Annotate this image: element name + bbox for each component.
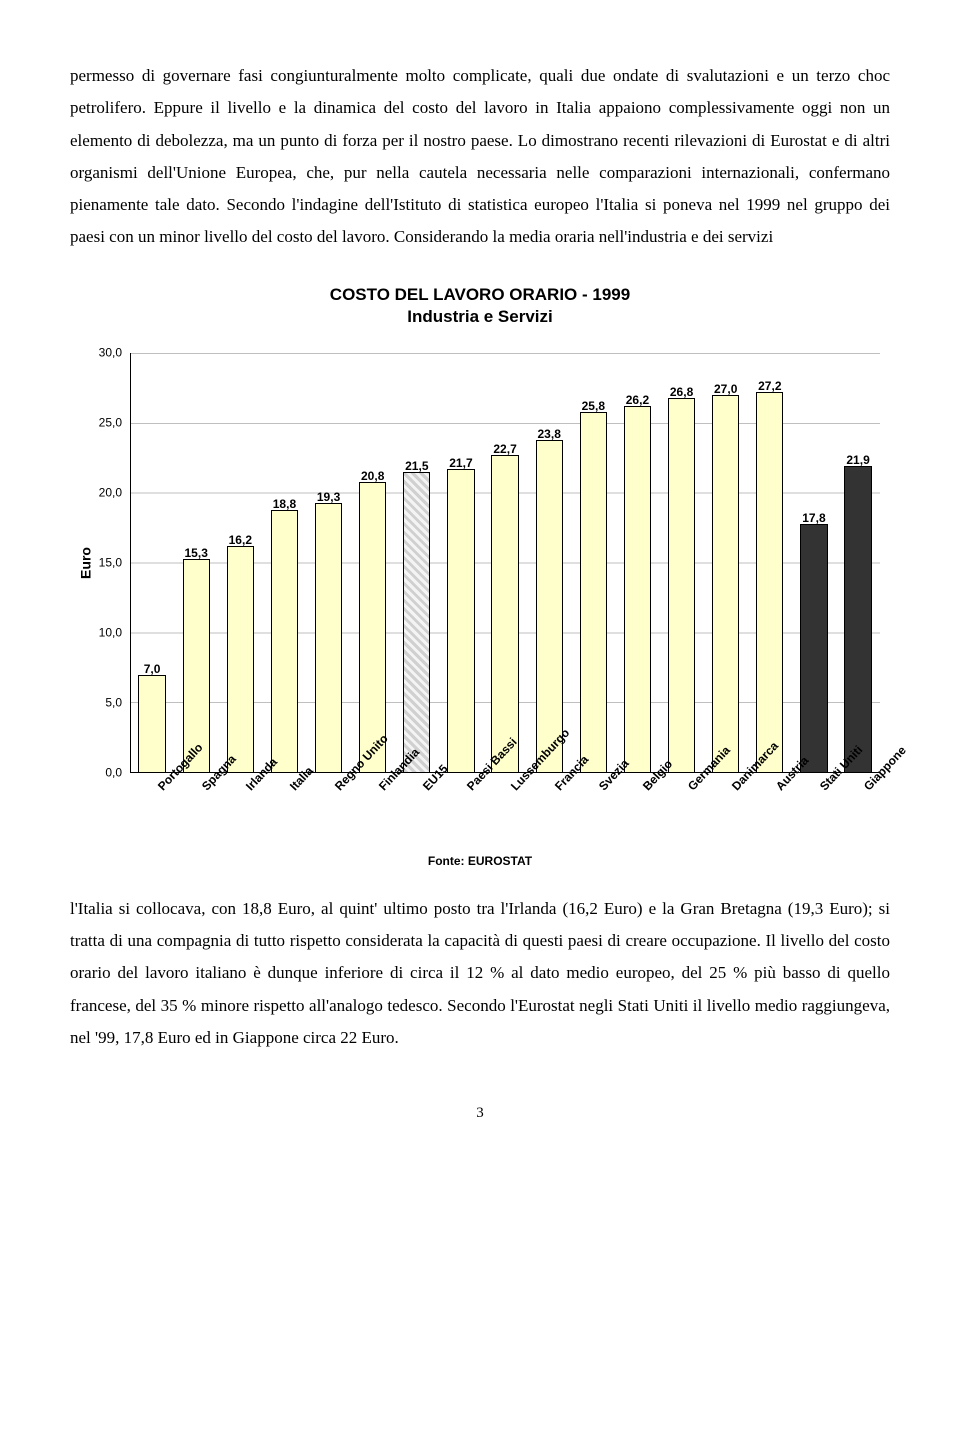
chart-title-line2: Industria e Servizi xyxy=(407,307,553,326)
chart-ytick: 0,0 xyxy=(80,762,122,785)
chart-xlabel: Danimarca xyxy=(704,775,748,855)
bar: 20,8 xyxy=(359,482,386,773)
chart-xlabel: Spagna xyxy=(174,775,218,855)
chart-xlabel: Lussemburgo xyxy=(483,775,527,855)
body-paragraph-bottom: l'Italia si collocava, con 18,8 Euro, al… xyxy=(70,893,890,1054)
bar: 26,8 xyxy=(668,398,695,773)
chart-xlabel: Austria xyxy=(748,775,792,855)
bar-slot: 18,8 xyxy=(262,353,306,773)
bar: 27,0 xyxy=(712,395,739,773)
chart-xlabel: Giappone xyxy=(836,775,880,855)
chart-ytick: 30,0 xyxy=(80,342,122,365)
bar-slot: 7,0 xyxy=(130,353,174,773)
bar-value-label: 21,9 xyxy=(846,449,869,472)
page-number: 3 xyxy=(70,1099,890,1128)
bar: 26,2 xyxy=(624,406,651,773)
chart-plot-area: Euro 7,015,316,218,819,320,821,521,722,7… xyxy=(118,353,880,773)
bar-slot: 27,0 xyxy=(704,353,748,773)
chart-ytick: 25,0 xyxy=(80,412,122,435)
bar-value-label: 7,0 xyxy=(144,658,161,681)
chart-xlabel: Finlandia xyxy=(351,775,395,855)
bar-slot: 21,9 xyxy=(836,353,880,773)
chart-xlabel: Irlanda xyxy=(218,775,262,855)
bar: 25,8 xyxy=(580,412,607,773)
chart-xlabel: Belgio xyxy=(615,775,659,855)
chart-bars: 7,0 15,3 16,2 18,8 19,3 20,8 21,5 21,7 22,7 23,8 2… xyxy=(130,353,880,773)
bar-slot: 23,8 xyxy=(527,353,571,773)
chart-ytick: 15,0 xyxy=(80,552,122,575)
bar-slot: 19,3 xyxy=(307,353,351,773)
bar-value-label: 27,2 xyxy=(758,375,781,398)
chart-xlabel: Svezia xyxy=(571,775,615,855)
bar-value-label: 21,7 xyxy=(449,452,472,475)
bar-value-label: 18,8 xyxy=(273,493,296,516)
bar-slot: 15,3 xyxy=(174,353,218,773)
bar-value-label: 26,8 xyxy=(670,381,693,404)
bar: 27,2 xyxy=(756,392,783,773)
bar-slot: 25,8 xyxy=(571,353,615,773)
chart-xlabel: Regno Unito xyxy=(307,775,351,855)
bar: 7,0 xyxy=(138,675,165,773)
chart-title-line1: COSTO DEL LAVORO ORARIO - 1999 xyxy=(330,285,630,304)
bar-slot: 27,2 xyxy=(748,353,792,773)
bar-slot: 16,2 xyxy=(218,353,262,773)
bar-chart: COSTO DEL LAVORO ORARIO - 1999 Industria… xyxy=(70,284,890,873)
chart-xlabel: Germania xyxy=(660,775,704,855)
chart-xlabel: Italia xyxy=(262,775,306,855)
bar-value-label: 22,7 xyxy=(493,438,516,461)
bar-slot: 21,5 xyxy=(395,353,439,773)
bar-value-label: 17,8 xyxy=(802,507,825,530)
bar-value-label: 27,0 xyxy=(714,378,737,401)
bar-value-label: 20,8 xyxy=(361,465,384,488)
bar-slot: 17,8 xyxy=(792,353,836,773)
chart-ytick: 5,0 xyxy=(80,692,122,715)
chart-ytick: 10,0 xyxy=(80,622,122,645)
bar-value-label: 16,2 xyxy=(229,529,252,552)
bar: 17,8 xyxy=(800,524,827,773)
body-paragraph-top: permesso di governare fasi congiunturalm… xyxy=(70,60,890,254)
chart-title: COSTO DEL LAVORO ORARIO - 1999 Industria… xyxy=(70,284,890,328)
bar: 21,5 xyxy=(403,472,430,773)
bar: 19,3 xyxy=(315,503,342,773)
bar: 18,8 xyxy=(271,510,298,773)
bar-value-label: 15,3 xyxy=(185,542,208,565)
bar-slot: 21,7 xyxy=(439,353,483,773)
bar: 16,2 xyxy=(227,546,254,773)
chart-xlabel: EU15 xyxy=(395,775,439,855)
bar-slot: 20,8 xyxy=(351,353,395,773)
bar-value-label: 26,2 xyxy=(626,389,649,412)
bar: 21,7 xyxy=(447,469,474,773)
bar-value-label: 21,5 xyxy=(405,455,428,478)
bar-slot: 26,2 xyxy=(615,353,659,773)
bar-value-label: 25,8 xyxy=(582,395,605,418)
chart-xlabel: Portogallo xyxy=(130,775,174,855)
bar: 22,7 xyxy=(491,455,518,773)
bar-value-label: 19,3 xyxy=(317,486,340,509)
chart-xlabel: Stati Uniti xyxy=(792,775,836,855)
chart-xlabel: Francia xyxy=(527,775,571,855)
bar-value-label: 23,8 xyxy=(538,423,561,446)
bar: 21,9 xyxy=(844,466,871,773)
chart-ytick: 20,0 xyxy=(80,482,122,505)
bar-slot: 22,7 xyxy=(483,353,527,773)
chart-xlabel: Paesi Bassi xyxy=(439,775,483,855)
chart-xlabels: PortogalloSpagnaIrlandaItaliaRegno Unito… xyxy=(130,775,880,855)
bar-slot: 26,8 xyxy=(660,353,704,773)
